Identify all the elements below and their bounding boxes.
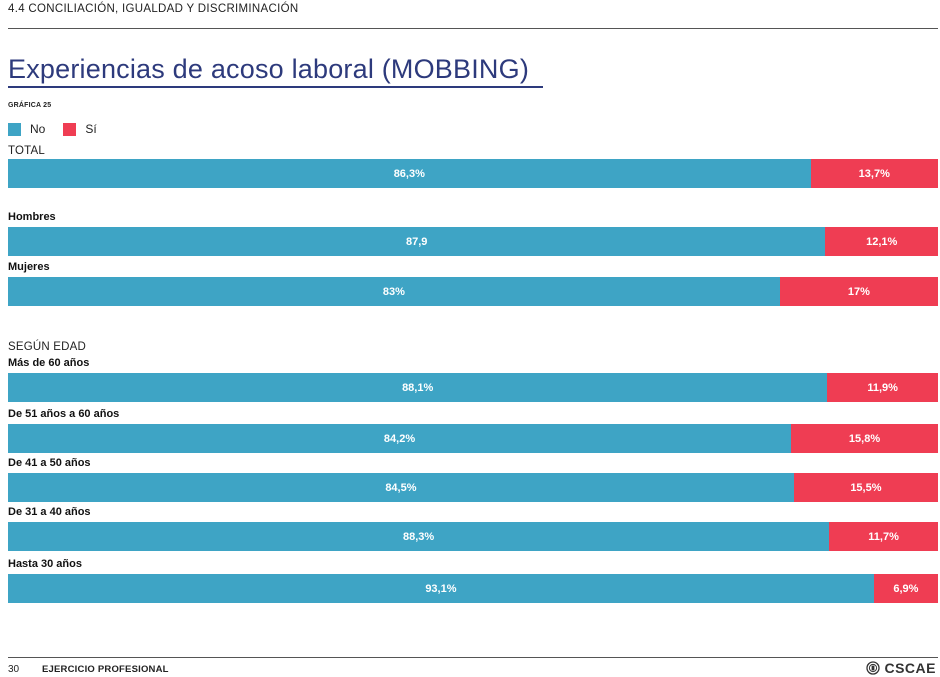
legend-label-si: Sí: [85, 122, 97, 136]
legend-item-si: Sí: [63, 122, 97, 136]
footer-rule: [8, 657, 938, 658]
bar-row: 84,5% 15,5%: [8, 473, 938, 502]
legend-label-no: No: [30, 122, 46, 136]
page-number: 30: [8, 664, 20, 675]
legend: No Sí: [8, 122, 115, 136]
bar-segment-si: 6,9%: [873, 574, 938, 603]
seal-icon: [866, 661, 881, 675]
bar-segment-si: 15,8%: [791, 424, 938, 453]
section-header: 4.4 CONCILIACIÓN, IGUALDAD Y DISCRIMINAC…: [8, 3, 299, 15]
bar-row: 93,1% 6,9%: [8, 574, 938, 603]
legend-item-no: No: [8, 122, 45, 136]
bar-segment-no: 83%: [8, 277, 780, 306]
bar-segment-no: 88,3%: [8, 522, 830, 551]
footer-title: EJERCICIO PROFESIONAL: [42, 664, 169, 675]
bar-row: 83% 17%: [8, 277, 938, 306]
bar-row: 87,9 12,1%: [8, 227, 938, 256]
chart-number: GRÁFICA 25: [8, 102, 52, 109]
bar-segment-si: 13,7%: [810, 159, 938, 188]
bar-segment-si: 12,1%: [825, 227, 938, 256]
bar-segment-no: 84,2%: [8, 424, 792, 453]
bar-label: Más de 60 años: [8, 357, 90, 369]
bar-segment-no: 87,9: [8, 227, 826, 256]
bar-label: De 31 a 40 años: [8, 506, 91, 518]
bar-row: 88,3% 11,7%: [8, 522, 938, 551]
bar-segment-si: 17%: [779, 277, 938, 306]
bar-segment-no: 93,1%: [8, 574, 874, 603]
bar-segment-si: 11,7%: [829, 522, 938, 551]
header-rule: [8, 28, 938, 29]
bar-label: Hombres: [8, 211, 56, 223]
group-label-edad: SEGÚN EDAD: [8, 341, 87, 353]
bar-row: 84,2% 15,8%: [8, 424, 938, 453]
legend-swatch-no: [8, 122, 21, 136]
legend-swatch-si: [63, 122, 77, 136]
page-title: Experiencias de acoso laboral (MOBBING): [8, 54, 530, 84]
title-underline: [8, 86, 543, 88]
logo-text: CSCAE: [884, 660, 936, 676]
bar-segment-no: 86,3%: [8, 159, 811, 188]
bar-row: 88,1% 11,9%: [8, 373, 938, 402]
bar-segment-si: 15,5%: [793, 473, 938, 502]
bar-label: Hasta 30 años: [8, 558, 82, 570]
bar-segment-no: 84,5%: [8, 473, 794, 502]
bar-row: 86,3% 13,7%: [8, 159, 938, 188]
bar-segment-no: 88,1%: [8, 373, 828, 402]
bar-label: Mujeres: [8, 261, 50, 273]
cscae-logo: CSCAE: [866, 660, 936, 676]
bar-segment-si: 11,9%: [827, 373, 938, 402]
group-label-total: TOTAL: [8, 145, 45, 157]
bar-label: De 51 años a 60 años: [8, 408, 120, 420]
bar-label: De 41 a 50 años: [8, 457, 91, 469]
